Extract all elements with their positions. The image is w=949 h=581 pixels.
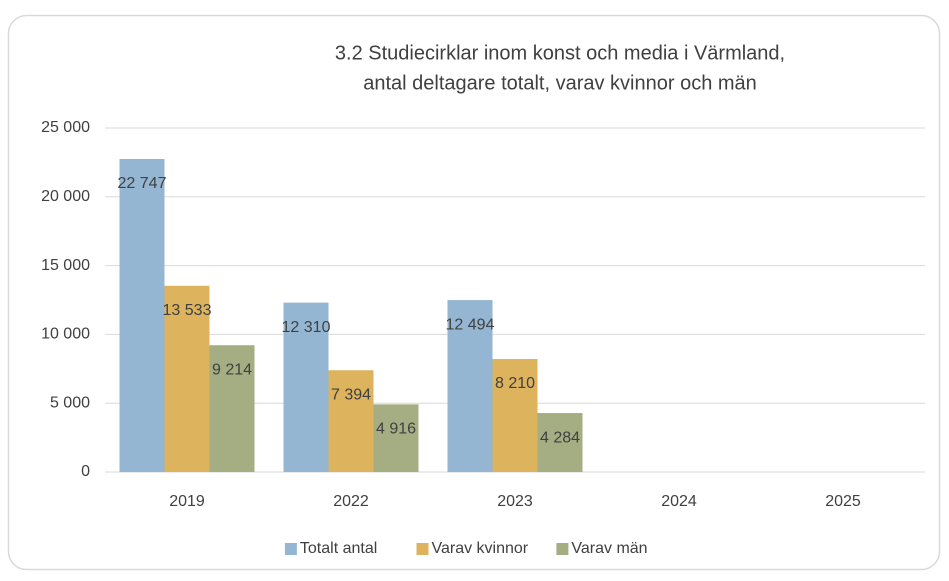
x-tick-label: 2024	[661, 493, 697, 510]
bar	[283, 302, 329, 472]
data-label: 12 494	[446, 316, 495, 333]
x-tick-label: 2019	[169, 493, 205, 510]
bar	[447, 300, 493, 472]
bar	[164, 285, 210, 472]
data-label: 13 533	[163, 302, 212, 319]
bar	[537, 413, 583, 472]
x-tick-label: 2023	[497, 493, 533, 510]
data-label: 8 210	[495, 375, 535, 392]
y-tick-label: 10 000	[41, 326, 90, 343]
data-label: 12 310	[282, 319, 331, 336]
bar	[492, 359, 538, 472]
y-tick-label: 20 000	[41, 188, 90, 205]
legend-label: Totalt antal	[300, 540, 377, 557]
data-label: 9 214	[212, 361, 252, 378]
y-tick-label: 0	[81, 463, 90, 480]
chart-title: antal deltagare totalt, varav kvinnor oc…	[363, 72, 757, 94]
bar	[209, 345, 255, 472]
legend-label: Varav kvinnor	[432, 540, 529, 557]
y-tick-label: 5 000	[50, 394, 90, 411]
y-tick-label: 25 000	[41, 119, 90, 136]
y-tick-label: 15 000	[41, 257, 90, 274]
legend-swatch	[416, 543, 429, 555]
legend-swatch	[556, 543, 569, 555]
data-label: 4 916	[376, 421, 416, 438]
legend-label: Varav män	[571, 540, 647, 557]
bar	[119, 159, 165, 472]
bar	[328, 370, 374, 472]
x-tick-label: 2025	[825, 493, 861, 510]
data-label: 7 394	[331, 386, 371, 403]
chart-title: 3.2 Studiecirklar inom konst och media i…	[335, 42, 785, 64]
x-tick-label: 2022	[333, 493, 369, 510]
data-label: 4 284	[540, 429, 580, 446]
data-label: 22 747	[118, 175, 167, 192]
legend-swatch	[284, 543, 297, 555]
bar	[373, 404, 419, 472]
